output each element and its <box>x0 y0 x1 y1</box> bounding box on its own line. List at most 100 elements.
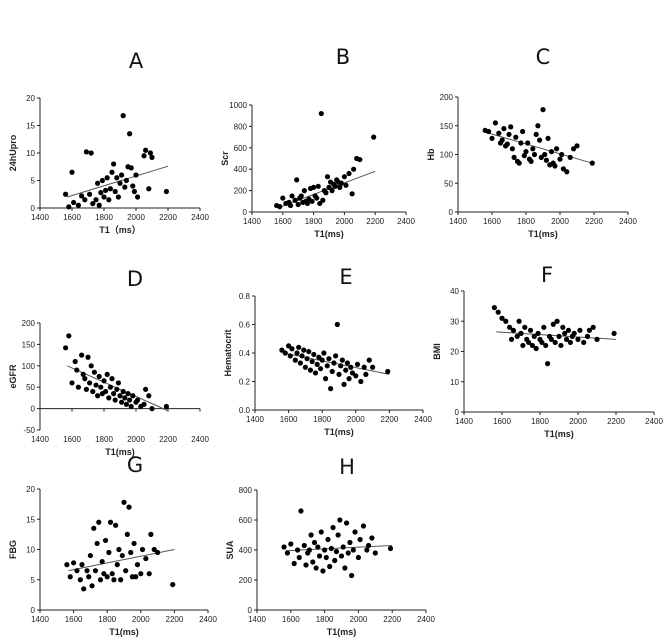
data-point-c <box>531 151 538 158</box>
data-point-h <box>337 517 343 523</box>
panel-h: H 1400 1600 1800 2000 2200 2400 0 200 400 600 800 T1… <box>225 455 435 637</box>
data-point-e <box>302 364 308 370</box>
data-point-a <box>82 197 88 203</box>
data-point-c <box>537 137 543 143</box>
data-point-e <box>287 353 293 359</box>
data-point-f <box>503 318 509 324</box>
panel-letter-c: C <box>536 45 551 69</box>
x-tick-label-h: 2400 <box>417 615 435 624</box>
x-tick-label-e: 1400 <box>246 415 264 424</box>
data-point-b <box>341 174 347 180</box>
data-point-h <box>372 550 378 556</box>
data-point-c <box>523 149 529 155</box>
data-point-a <box>66 204 72 210</box>
data-point-a <box>143 147 149 153</box>
x-tick-label-d: 2000 <box>127 435 145 444</box>
y-tick-label-g: 15 <box>26 515 35 524</box>
data-point-e <box>354 361 361 367</box>
data-point-h <box>330 524 336 531</box>
data-point-h <box>365 542 372 549</box>
data-point-f <box>533 345 539 352</box>
y-tick-label-f: 30 <box>450 317 459 326</box>
data-point-c <box>489 135 495 141</box>
data-point-f <box>564 336 570 342</box>
data-point-g <box>119 552 125 559</box>
data-point-a <box>146 186 152 192</box>
x-tick-label-f: 1600 <box>493 417 511 426</box>
data-point-g <box>104 574 110 580</box>
data-point-e <box>338 363 344 369</box>
data-point-c <box>543 157 550 163</box>
data-point-g <box>139 546 146 553</box>
data-point-g <box>124 531 130 537</box>
data-point-d <box>69 380 75 386</box>
data-point-b <box>298 193 304 199</box>
data-point-e <box>306 348 312 355</box>
data-point-g <box>71 560 77 566</box>
y-tick-label-c: 50 <box>444 179 453 188</box>
data-point-d <box>96 373 102 380</box>
data-point-c <box>528 158 534 164</box>
x-axis-title-h: T1(ms) <box>327 627 357 637</box>
panel-letter-e: E <box>339 265 352 289</box>
y-tick-label-f: 10 <box>450 378 459 387</box>
x-tick-label-d: 1400 <box>31 435 49 444</box>
data-point-d <box>125 391 131 397</box>
data-point-d <box>111 391 117 397</box>
data-point-g <box>155 549 161 556</box>
data-point-a <box>117 180 123 186</box>
data-point-g <box>81 586 87 592</box>
data-point-f <box>510 327 516 333</box>
data-point-a <box>88 150 94 156</box>
data-point-h <box>315 544 321 550</box>
data-point-h <box>357 536 363 543</box>
data-point-c <box>564 169 570 175</box>
data-point-e <box>301 347 307 353</box>
data-point-h <box>364 547 370 553</box>
data-point-g <box>133 574 139 580</box>
data-point-f <box>565 327 572 333</box>
data-point-g <box>148 531 154 537</box>
data-point-f <box>560 324 566 330</box>
data-point-h <box>316 553 323 559</box>
y-tick-label-d: 150 <box>22 340 36 349</box>
data-point-b <box>295 201 301 208</box>
data-point-b <box>318 110 324 117</box>
data-point-c <box>540 107 546 113</box>
data-point-a <box>99 177 105 184</box>
data-point-e <box>341 381 347 387</box>
y-tick-label-f: 0 <box>455 408 460 417</box>
y-tick-label-a: 20 <box>26 94 35 103</box>
data-point-f <box>571 330 577 336</box>
y-tick-label-g: 0 <box>31 606 36 615</box>
data-point-a <box>141 153 147 159</box>
data-point-f <box>495 309 501 315</box>
y-tick-label-e: 0.8 <box>239 292 251 301</box>
data-point-b <box>294 177 300 183</box>
y-tick-label-h: 600 <box>239 516 253 525</box>
data-point-a <box>75 202 81 208</box>
data-point-e <box>304 356 310 362</box>
panel-letter-a: A <box>129 49 144 73</box>
data-point-h <box>347 539 353 546</box>
data-point-e <box>339 357 345 363</box>
data-point-a <box>120 113 126 119</box>
x-tick-label-a: 1800 <box>95 213 113 222</box>
x-tick-label-f: 1400 <box>455 417 473 426</box>
x-tick-label-a: 2400 <box>191 213 209 222</box>
x-tick-label-d: 2200 <box>159 435 177 444</box>
data-point-g <box>107 519 114 525</box>
data-point-b <box>280 195 286 201</box>
data-point-h <box>350 547 356 553</box>
data-point-c <box>552 163 558 169</box>
data-point-b <box>343 182 349 188</box>
data-point-c <box>521 153 527 159</box>
data-point-f <box>535 330 541 336</box>
data-point-g <box>121 499 127 505</box>
data-point-c <box>542 151 548 158</box>
data-point-c <box>554 146 560 152</box>
data-point-c <box>496 130 502 136</box>
data-point-b <box>304 200 311 207</box>
data-point-d <box>80 371 86 377</box>
data-point-d <box>104 371 110 377</box>
